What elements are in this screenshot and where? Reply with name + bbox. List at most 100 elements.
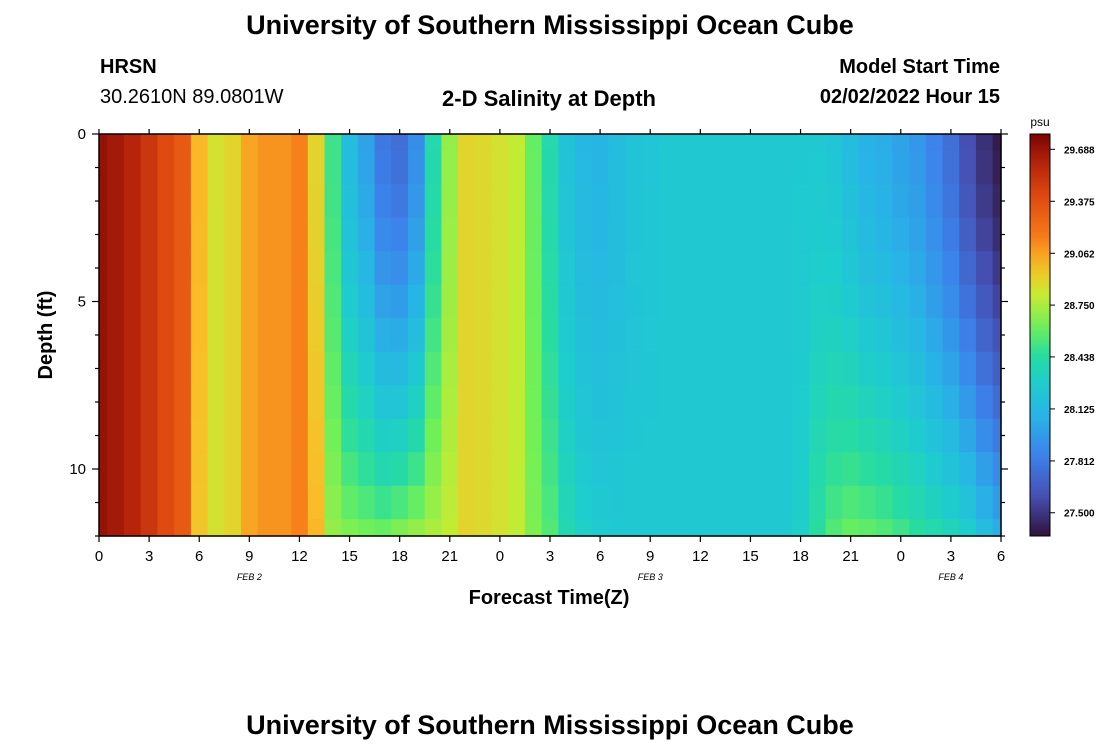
heatmap-cell	[124, 134, 142, 152]
heatmap-cell	[240, 184, 259, 219]
heatmap-cell	[558, 184, 576, 219]
model-start-label: Model Start Time	[839, 56, 1000, 78]
heatmap-cell	[825, 485, 843, 520]
heatmap-cell	[291, 284, 309, 319]
heatmap-cell	[524, 452, 543, 487]
heatmap-cell	[207, 150, 225, 185]
heatmap-cell	[591, 150, 610, 185]
heatmap-cell	[925, 385, 944, 420]
heatmap-cell	[725, 318, 743, 353]
heatmap-cell	[641, 485, 660, 520]
heatmap-cell	[892, 134, 910, 152]
heatmap-cell	[458, 485, 476, 520]
heatmap-cells	[99, 134, 1002, 537]
heatmap-cell	[842, 284, 860, 319]
heatmap-cell	[825, 318, 843, 353]
heatmap-cell	[909, 385, 927, 420]
heatmap-cell	[274, 519, 292, 537]
heatmap-cell	[942, 452, 960, 487]
heatmap-cell	[708, 184, 726, 219]
heatmap-cell	[324, 485, 342, 520]
heatmap-cell	[391, 418, 409, 453]
heatmap-cell	[925, 519, 944, 537]
heatmap-cell	[859, 184, 877, 219]
x-axis: 0 3 6 9 12 15 18 21 0 3 6 9 12 15 18 21 0 3 6	[95, 129, 1005, 565]
heatmap-cell	[575, 385, 593, 420]
heatmap-cell	[909, 284, 927, 319]
heatmap-cell	[875, 251, 894, 286]
heatmap-cell	[992, 217, 1002, 252]
heatmap-cell	[875, 385, 894, 420]
heatmap-cell	[441, 485, 459, 520]
heatmap-cell	[675, 452, 693, 487]
heatmap-cell	[124, 418, 142, 453]
heatmap-cell	[524, 251, 543, 286]
heatmap-cell	[792, 251, 810, 286]
heatmap-cell	[357, 318, 376, 353]
x-tick-label: 6	[596, 548, 604, 565]
heatmap-cell	[274, 485, 292, 520]
heatmap-cell	[975, 318, 994, 353]
heatmap-cell	[658, 184, 676, 219]
heatmap-cell	[892, 150, 910, 185]
heatmap-cell	[357, 351, 376, 386]
heatmap-cell	[541, 184, 559, 219]
heatmap-cell	[240, 134, 259, 152]
heatmap-cell	[157, 485, 175, 520]
heatmap-cell	[541, 351, 559, 386]
heatmap-cell	[825, 385, 843, 420]
heatmap-cell	[99, 150, 108, 185]
heatmap-cell	[458, 452, 476, 487]
heatmap-cell	[925, 485, 944, 520]
heatmap-cell	[524, 485, 543, 520]
heatmap-cell	[140, 418, 159, 453]
heatmap-cell	[408, 251, 426, 286]
heatmap-cell	[291, 251, 309, 286]
heatmap-cell	[157, 251, 175, 286]
heatmap-cell	[808, 284, 827, 319]
heatmap-cell	[959, 217, 977, 252]
heatmap-cell	[942, 318, 960, 353]
heatmap-cell	[658, 485, 676, 520]
heatmap-cell	[291, 217, 309, 252]
heatmap-cell	[491, 418, 509, 453]
x-tick-label: 12	[291, 548, 308, 565]
heatmap-cell	[157, 351, 175, 386]
heatmap-cell	[742, 519, 760, 537]
heatmap-cell	[474, 150, 493, 185]
heatmap-cell	[925, 452, 944, 487]
heatmap-cell	[474, 251, 493, 286]
heatmap-cell	[157, 418, 175, 453]
heatmap-cell	[224, 385, 242, 420]
heatmap-cell	[859, 251, 877, 286]
heatmap-cell	[775, 418, 793, 453]
heatmap-cell	[691, 184, 710, 219]
heatmap-cell	[708, 351, 726, 386]
heatmap-cell	[641, 351, 660, 386]
heatmap-cell	[391, 134, 409, 152]
heatmap-cell	[758, 150, 777, 185]
heatmap-cell	[107, 217, 125, 252]
heatmap-cell	[842, 452, 860, 487]
heatmap-cell	[157, 284, 175, 319]
heatmap-cell	[324, 150, 342, 185]
heatmap-cell	[157, 452, 175, 487]
heatmap-cell	[658, 452, 676, 487]
heatmap-cell	[408, 385, 426, 420]
heatmap-cell	[909, 150, 927, 185]
heatmap-cell	[758, 318, 777, 353]
x-tick-label: 0	[95, 548, 103, 565]
heatmap-cell	[775, 284, 793, 319]
heatmap-cell	[458, 418, 476, 453]
heatmap-cell	[458, 217, 476, 252]
heatmap-cell	[892, 184, 910, 219]
x-tick-label: 3	[145, 548, 153, 565]
heatmap-cell	[842, 134, 860, 152]
heatmap-cell	[491, 217, 509, 252]
x-tick-label: 6	[195, 548, 203, 565]
heatmap-cell	[491, 150, 509, 185]
heatmap-cell	[140, 184, 159, 219]
heatmap-cell	[909, 217, 927, 252]
heatmap-cell	[99, 284, 108, 319]
heatmap-cell	[357, 217, 376, 252]
